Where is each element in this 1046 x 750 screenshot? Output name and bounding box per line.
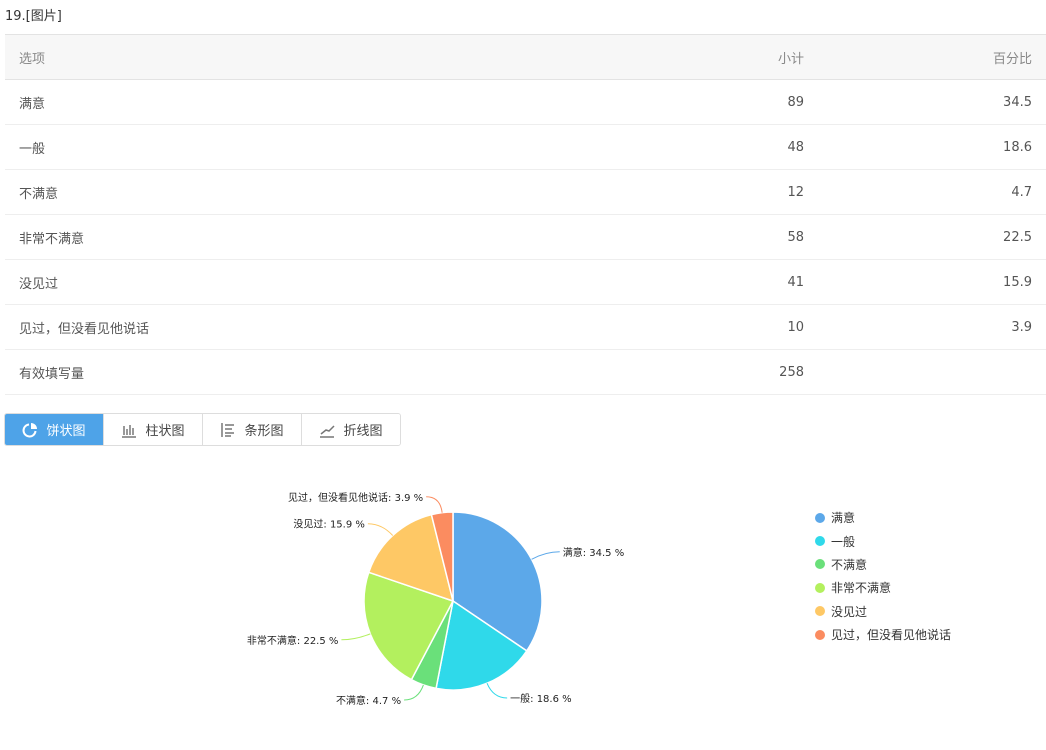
legend-dot-icon bbox=[815, 512, 825, 523]
legend-label: 见过，但没看见他说话 bbox=[831, 628, 952, 643]
tab-line[interactable]: 折线图 bbox=[302, 414, 400, 445]
legend-item[interactable]: 非常不满意 bbox=[815, 576, 951, 599]
pie-slice[interactable] bbox=[435, 599, 528, 691]
legend-label: 一般 bbox=[831, 534, 856, 549]
count-cell: 48 bbox=[590, 124, 818, 170]
header-option: 选项 bbox=[5, 34, 590, 80]
percent-cell bbox=[818, 349, 1046, 395]
header-percent: 百分比 bbox=[818, 34, 1046, 80]
option-cell: 一般 bbox=[5, 124, 590, 170]
chart-legend: 满意一般不满意非常不满意没见过见过，但没看见他说话 bbox=[815, 506, 951, 646]
option-cell: 不满意 bbox=[5, 169, 590, 215]
tab-bar[interactable]: 柱状图 bbox=[104, 414, 203, 445]
tab-horizontal-bar[interactable]: 条形图 bbox=[203, 414, 302, 445]
option-cell: 没见过 bbox=[5, 259, 590, 305]
percent-cell: 4.7 bbox=[818, 169, 1046, 215]
legend-label: 满意 bbox=[831, 511, 856, 526]
legend-label: 不满意 bbox=[831, 557, 868, 572]
tab-label: 柱状图 bbox=[145, 424, 185, 439]
label-leader-line bbox=[531, 551, 560, 560]
legend-label: 没见过 bbox=[831, 604, 868, 619]
label-leader-line bbox=[367, 523, 394, 536]
legend-item[interactable]: 不满意 bbox=[815, 553, 951, 576]
option-cell: 见过，但没看见他说话 bbox=[5, 304, 590, 350]
header-count: 小计 bbox=[590, 34, 818, 80]
data-label: 一般: 18.6 % bbox=[510, 692, 571, 705]
data-label: 没见过: 15.9 % bbox=[293, 518, 365, 531]
legend-dot-icon bbox=[815, 559, 825, 570]
question-title: 19.[图片] bbox=[5, 9, 62, 24]
pie-slice[interactable] bbox=[452, 511, 543, 652]
table-row: 一般 48 18.6 bbox=[5, 124, 1046, 170]
legend-item[interactable]: 满意 bbox=[815, 506, 951, 529]
count-cell: 12 bbox=[590, 169, 818, 215]
data-label: 非常不满意: 22.5 % bbox=[247, 634, 339, 647]
results-table: 选项 小计 百分比 满意 89 34.5 一般 48 18.6 不满意 12 4.7 非常不满意 5… bbox=[5, 34, 1046, 395]
table-row: 非常不满意 58 22.5 bbox=[5, 214, 1046, 260]
data-label: 不满意: 4.7 % bbox=[336, 694, 401, 707]
percent-cell: 34.5 bbox=[818, 79, 1046, 125]
count-cell: 58 bbox=[590, 214, 818, 260]
legend-dot-icon bbox=[815, 629, 825, 640]
tab-pie[interactable]: 饼状图 bbox=[5, 414, 104, 445]
table-row: 没见过 41 15.9 bbox=[5, 259, 1046, 305]
pie-slice[interactable] bbox=[430, 511, 454, 602]
legend-dot-icon bbox=[815, 606, 825, 617]
legend-label: 非常不满意 bbox=[831, 581, 892, 596]
label-leader-line bbox=[341, 633, 371, 641]
option-cell: 满意 bbox=[5, 79, 590, 125]
pie-slice[interactable] bbox=[367, 513, 455, 603]
tab-label: 折线图 bbox=[343, 424, 383, 439]
data-label: 满意: 34.5 % bbox=[563, 546, 625, 559]
table-row: 见过，但没看见他说话 10 3.9 bbox=[5, 304, 1046, 350]
label-leader-line bbox=[426, 496, 443, 513]
legend-dot-icon bbox=[815, 582, 825, 593]
tab-label: 饼状图 bbox=[46, 424, 86, 439]
count-cell: 258 bbox=[590, 349, 818, 395]
pie-chart: 满意: 34.5 % 一般: 18.6 % 不满意: 4.7 % 非常不满意: 22.… bbox=[247, 491, 625, 707]
legend-item[interactable]: 一般 bbox=[815, 529, 951, 552]
option-cell: 非常不满意 bbox=[5, 214, 590, 260]
pie-icon bbox=[23, 422, 38, 437]
table-row: 有效填写量 258 bbox=[5, 349, 1046, 395]
line-chart-icon bbox=[320, 424, 336, 438]
count-cell: 89 bbox=[590, 79, 818, 125]
legend-item[interactable]: 没见过 bbox=[815, 600, 951, 623]
percent-cell: 22.5 bbox=[818, 214, 1046, 260]
percent-cell: 3.9 bbox=[818, 304, 1046, 350]
count-cell: 10 bbox=[590, 304, 818, 350]
count-cell: 41 bbox=[590, 259, 818, 305]
tab-label: 条形图 bbox=[244, 424, 284, 439]
legend-dot-icon bbox=[815, 536, 825, 547]
pie-slice[interactable] bbox=[363, 571, 455, 681]
data-label: 见过，但没看见他说话: 3.9 % bbox=[288, 491, 423, 504]
percent-cell: 18.6 bbox=[818, 124, 1046, 170]
bar-chart-icon bbox=[122, 424, 137, 438]
table-row: 满意 89 34.5 bbox=[5, 79, 1046, 125]
horizontal-bar-icon bbox=[221, 422, 235, 437]
label-leader-line bbox=[486, 683, 508, 699]
label-leader-line bbox=[404, 684, 424, 701]
table-row: 不满意 12 4.7 bbox=[5, 169, 1046, 215]
legend-item[interactable]: 见过，但没看见他说话 bbox=[815, 623, 951, 646]
percent-cell: 15.9 bbox=[818, 259, 1046, 305]
option-cell: 有效填写量 bbox=[5, 349, 590, 395]
chart-type-tabs: 饼状图 柱状图 条形图 折线图 bbox=[4, 413, 401, 446]
